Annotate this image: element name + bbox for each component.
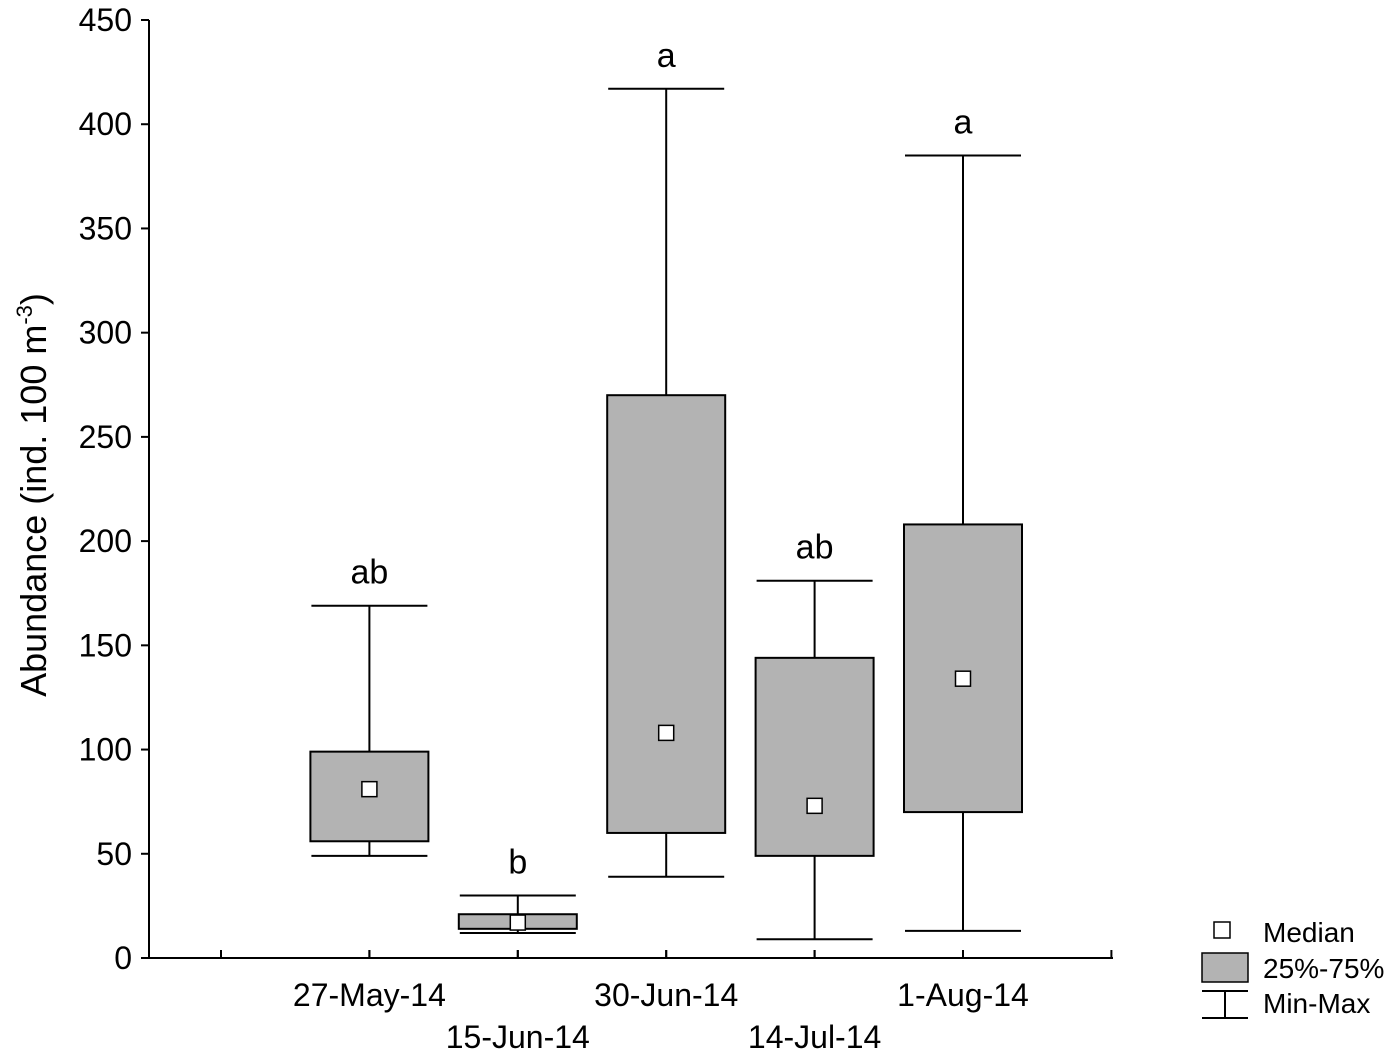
y-ticks: 0 50 100 150 200 250 300 350 400 450 xyxy=(79,2,149,976)
legend-label-median: Median xyxy=(1263,917,1355,948)
y-tick-label: 150 xyxy=(79,627,132,663)
quartile-box xyxy=(903,523,1023,814)
y-tick-label: 50 xyxy=(96,836,132,872)
y-tick-label: 400 xyxy=(79,106,132,142)
box-group: b xyxy=(457,843,578,934)
box-group: a xyxy=(606,37,727,878)
y-axis-label-close: ) xyxy=(13,293,54,305)
y-tick-label: 0 xyxy=(114,940,132,976)
axes xyxy=(148,20,1113,959)
box-group: ab xyxy=(754,529,875,941)
median-marker xyxy=(806,797,823,815)
y-axis-label-superscript: -3 xyxy=(12,305,37,325)
boxes: ab b a ab a xyxy=(309,37,1023,941)
x-tick-label: 27-May-14 xyxy=(293,977,446,1013)
legend: Median 25%-75% Min-Max xyxy=(1201,917,1384,1019)
median-marker xyxy=(361,780,378,798)
legend-minmax-icon xyxy=(1202,990,1248,1019)
x-tick-label: 15-Jun-14 xyxy=(446,1019,590,1055)
x-tick-label: 14-Jul-14 xyxy=(748,1019,881,1055)
box-group: a xyxy=(903,103,1023,932)
quartile-box xyxy=(754,656,875,857)
significance-group-label: ab xyxy=(796,529,834,567)
legend-median-icon xyxy=(1213,921,1231,939)
x-tick-label: 30-Jun-14 xyxy=(594,977,738,1013)
median-marker xyxy=(954,670,972,687)
legend-label-quartiles: 25%-75% xyxy=(1263,953,1384,984)
y-tick-label: 250 xyxy=(79,419,132,455)
box-group: ab xyxy=(309,554,430,857)
significance-group-label: a xyxy=(657,37,676,75)
y-tick-label: 200 xyxy=(79,523,132,559)
quartile-box xyxy=(606,394,727,834)
y-tick-label: 450 xyxy=(79,2,132,38)
significance-group-label: a xyxy=(954,103,973,141)
y-tick-label: 350 xyxy=(79,210,132,246)
legend-box-icon xyxy=(1201,952,1249,983)
y-tick-label: 300 xyxy=(79,315,132,351)
y-axis-label: Abundance (ind. 100 m-3) xyxy=(12,293,54,697)
significance-group-label: ab xyxy=(350,554,388,592)
median-marker xyxy=(509,914,527,931)
significance-group-label: b xyxy=(508,843,527,881)
x-tick-label: 1-Aug-14 xyxy=(897,977,1029,1013)
median-marker xyxy=(657,724,675,742)
y-tick-label: 100 xyxy=(79,732,132,768)
legend-label-minmax: Min-Max xyxy=(1263,988,1370,1019)
y-axis-label-main: Abundance (ind. 100 m xyxy=(13,325,54,697)
